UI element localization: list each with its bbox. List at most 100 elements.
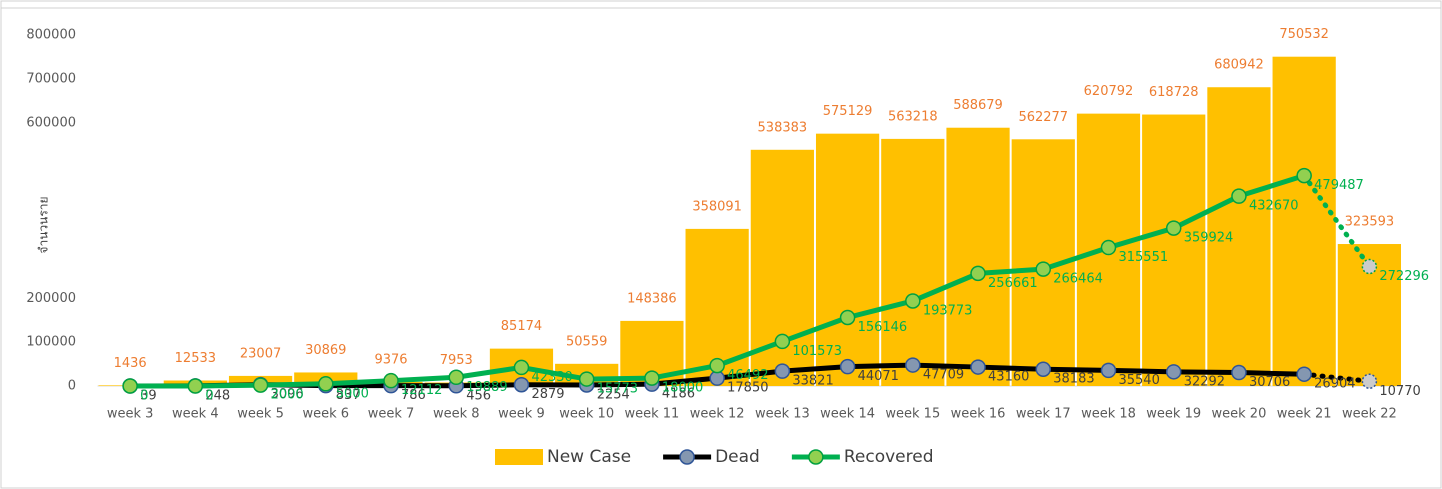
y-tick-label: 200000 bbox=[26, 291, 76, 306]
line-value-label: 18000 bbox=[662, 381, 703, 396]
marker bbox=[1165, 220, 1182, 236]
line-value-label: 2254 bbox=[597, 388, 630, 403]
line-value-label: 19889 bbox=[466, 380, 507, 395]
marker bbox=[970, 265, 986, 282]
x-tick-label: week 11 bbox=[624, 407, 679, 422]
line-value-label: 2879 bbox=[531, 387, 564, 402]
line-value-label: 272296 bbox=[1379, 269, 1429, 284]
x-tick-label: week 6 bbox=[303, 407, 350, 422]
bar-value-label: 50559 bbox=[566, 334, 607, 349]
x-tick-label: week 20 bbox=[1212, 407, 1267, 422]
bar-value-label: 323593 bbox=[1345, 215, 1395, 230]
line-value-label: 156146 bbox=[858, 320, 908, 335]
marker bbox=[513, 376, 530, 393]
x-tick-label: week 8 bbox=[433, 407, 480, 422]
line-value-label: 32292 bbox=[1184, 374, 1225, 389]
marker bbox=[252, 377, 269, 393]
dotted-segment bbox=[1301, 173, 1372, 270]
line-value-label: 4186 bbox=[662, 387, 695, 402]
marker bbox=[1231, 364, 1247, 381]
line-value-label: 10770 bbox=[1379, 384, 1420, 399]
bar bbox=[946, 127, 1010, 386]
line-value-label: 42330 bbox=[531, 370, 572, 385]
marker bbox=[1296, 167, 1312, 184]
x-tick-label: week 3 bbox=[107, 407, 154, 422]
bar-value-label: 7953 bbox=[440, 353, 473, 368]
y-tick-label: 0 bbox=[68, 379, 76, 394]
marker bbox=[905, 293, 921, 309]
line-value-label: 248 bbox=[205, 388, 230, 403]
marker bbox=[513, 359, 530, 376]
marker bbox=[839, 309, 856, 326]
line-value-label: 2000 bbox=[271, 388, 304, 403]
x-tick-label: week 21 bbox=[1277, 407, 1332, 422]
x-tick-label: week 7 bbox=[368, 407, 415, 422]
marker bbox=[318, 376, 334, 392]
legend-label: New Case bbox=[547, 447, 631, 467]
line-value-label: 30706 bbox=[1249, 375, 1290, 390]
bar-value-label: 618728 bbox=[1149, 85, 1199, 100]
bar-value-label: 1436 bbox=[114, 356, 147, 371]
bar-value-label: 562277 bbox=[1018, 110, 1068, 125]
line-value-label: 33821 bbox=[792, 374, 833, 389]
line-value-label: 5000 bbox=[336, 386, 369, 401]
x-tick-label: week 16 bbox=[951, 407, 1006, 422]
line-value-label: 256661 bbox=[988, 276, 1038, 291]
line-value-label: 26904 bbox=[1314, 377, 1355, 392]
line-value-label: 101573 bbox=[792, 344, 842, 359]
bar-value-label: 358091 bbox=[692, 199, 742, 214]
bar-value-label: 750532 bbox=[1279, 27, 1329, 42]
dotted-segment bbox=[1301, 371, 1372, 384]
line-value-label: 38183 bbox=[1053, 372, 1094, 387]
marker bbox=[774, 333, 791, 350]
bar-value-label: 588679 bbox=[953, 98, 1003, 113]
marker bbox=[448, 369, 464, 386]
marker bbox=[122, 378, 138, 394]
x-tick-label: week 17 bbox=[1016, 407, 1071, 422]
bar-value-label: 538383 bbox=[758, 120, 808, 135]
bar-value-label: 85174 bbox=[501, 319, 542, 334]
line-value-label: 0 bbox=[140, 389, 148, 404]
legend-marker bbox=[808, 449, 824, 465]
x-tick-label: week 9 bbox=[498, 407, 545, 422]
line-value-label: 359924 bbox=[1184, 231, 1234, 246]
line-value-label: 39 bbox=[140, 388, 157, 403]
legend-label: Recovered bbox=[844, 447, 934, 467]
bar-value-label: 9376 bbox=[374, 352, 407, 367]
line-value-label: 46492 bbox=[727, 368, 768, 383]
x-tick-label: week 22 bbox=[1342, 407, 1397, 422]
y-tick-label: 800000 bbox=[26, 28, 76, 43]
x-tick-label: week 15 bbox=[885, 407, 940, 422]
bar bbox=[1272, 56, 1336, 386]
x-tick-label: week 4 bbox=[172, 407, 219, 422]
marker bbox=[1231, 188, 1247, 204]
marker bbox=[1165, 364, 1182, 380]
line-value-label: 432670 bbox=[1249, 199, 1299, 214]
line-value-label: 12112 bbox=[401, 383, 442, 398]
marker bbox=[1100, 239, 1117, 256]
marker bbox=[1361, 373, 1378, 390]
line-value-label: 0 bbox=[205, 389, 213, 404]
x-tick-label: week 18 bbox=[1081, 407, 1136, 422]
bar bbox=[1207, 87, 1271, 386]
line-value-label: 35540 bbox=[1118, 373, 1159, 388]
y-axis-label: จำนวนราย bbox=[37, 196, 51, 253]
x-tick-label: week 19 bbox=[1146, 407, 1201, 422]
marker bbox=[970, 359, 986, 375]
bar bbox=[1142, 114, 1206, 387]
bar-value-label: 148386 bbox=[627, 291, 677, 306]
marker bbox=[1100, 362, 1117, 379]
bar-value-label: 12533 bbox=[175, 351, 216, 366]
marker bbox=[1035, 261, 1052, 277]
bar-value-label: 575129 bbox=[823, 104, 873, 119]
line-value-label: 17850 bbox=[727, 381, 768, 396]
bar-value-label: 620792 bbox=[1084, 84, 1134, 99]
line-value-label: 43160 bbox=[988, 370, 1029, 385]
marker bbox=[383, 372, 399, 389]
line-value-label: 479487 bbox=[1314, 178, 1364, 193]
line-value-label: 15773 bbox=[597, 382, 638, 397]
bar-value-label: 30869 bbox=[305, 343, 346, 358]
bar-value-label: 563218 bbox=[888, 109, 938, 124]
